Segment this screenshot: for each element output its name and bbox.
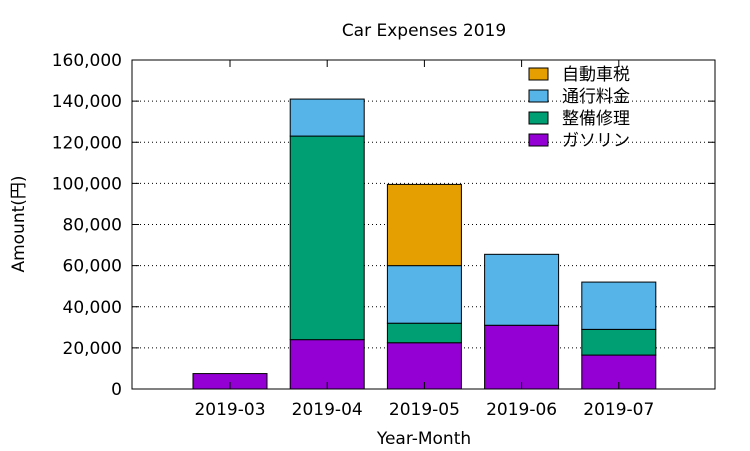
y-tick-label: 120,000 [52,133,122,153]
legend-swatch [528,111,549,125]
bar-segment [581,281,657,330]
bar-segment [289,98,365,137]
axis-ticks: 0 20,000 40,000 60,000 80,000 100,000 120,000 1… [52,51,715,420]
legend-label: ガソリン [562,131,630,151]
y-tick-label: 0 [111,380,122,400]
x-tick-label: 2019-05 [389,400,460,420]
bar-segment [386,183,462,267]
y-axis-label: Amount(円) [9,175,29,272]
y-tick-label: 100,000 [52,174,122,194]
legend-swatch [528,133,549,147]
x-tick-label: 2019-03 [194,400,265,420]
y-tick-label: 140,000 [52,92,122,112]
legend-label: 通行料金 [562,87,630,107]
y-tick-label: 40,000 [63,298,122,318]
legend-swatch [528,89,549,103]
x-tick-label: 2019-07 [583,400,654,420]
legend-swatch [528,67,549,81]
bar-segment [484,253,560,326]
bar-segment [289,339,365,390]
bar-segment [289,135,365,341]
bar-segment [386,322,462,344]
bar-segment [484,324,560,390]
chart-title: Car Expenses 2019 [342,21,506,41]
y-tick-label: 160,000 [52,51,122,71]
bar-segment [386,265,462,324]
y-tick-label: 60,000 [63,257,122,277]
x-axis-label: Year-Month [376,429,471,449]
bar-segment [581,328,657,356]
bars [192,98,657,390]
legend-label: 整備修理 [562,109,630,129]
y-tick-label: 80,000 [63,216,122,236]
legend-label: 自動車税 [562,65,630,85]
x-tick-label: 2019-06 [486,400,557,420]
y-tick-label: 20,000 [63,339,122,359]
x-tick-label: 2019-04 [292,400,363,420]
